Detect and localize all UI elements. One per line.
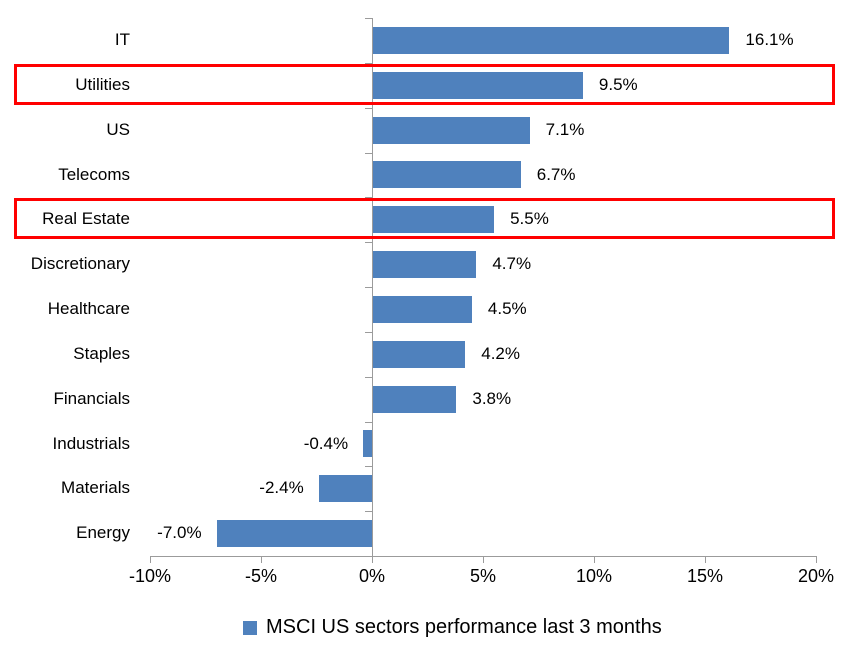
highlight-box <box>14 63 835 105</box>
value-label: 3.8% <box>472 388 512 408</box>
x-axis-tick <box>594 556 595 563</box>
x-tick-label: 15% <box>686 566 724 586</box>
y-axis-tick <box>365 376 372 378</box>
bar <box>318 475 372 503</box>
y-axis-tick <box>365 331 372 333</box>
legend-series-label: MSCI US sectors performance last 3 month… <box>266 616 662 638</box>
category-label: Telecoms <box>58 164 130 184</box>
x-tick-label: 5% <box>469 566 496 586</box>
value-label: 4.2% <box>481 343 520 363</box>
x-tick-label: -10% <box>128 566 172 586</box>
category-label: Utilities <box>75 74 130 94</box>
value-label: 6.7% <box>536 164 576 184</box>
value-label: 9.5% <box>598 74 638 94</box>
legend: MSCI US sectors performance last 3 month… <box>243 616 662 639</box>
category-label: Healthcare <box>47 299 130 318</box>
highlight-box <box>14 198 835 240</box>
value-label: 7.1% <box>545 119 585 139</box>
x-axis-tick <box>705 556 706 563</box>
bar <box>372 340 466 368</box>
value-label: -7.0% <box>157 523 202 543</box>
category-label: Financials <box>53 388 130 408</box>
y-axis-tick <box>365 511 372 513</box>
x-tick-label: -5% <box>244 566 277 586</box>
legend-series-swatch-icon <box>243 620 257 635</box>
bar <box>372 206 495 234</box>
category-label: Real Estate <box>42 209 130 229</box>
value-label: 4.7% <box>492 254 532 274</box>
x-tick-label: 0% <box>358 566 385 586</box>
x-tick-label: 20% <box>797 566 835 586</box>
bar <box>216 520 372 548</box>
value-label: 5.5% <box>510 209 549 229</box>
category-label: Discretionary <box>30 254 130 274</box>
y-axis-tick <box>365 466 372 468</box>
y-axis-tick <box>365 107 372 109</box>
category-label: US <box>106 119 130 139</box>
bar <box>372 251 477 279</box>
bar <box>372 116 530 144</box>
x-axis-tick <box>261 556 262 563</box>
y-axis-tick <box>365 421 372 423</box>
bar <box>372 385 457 413</box>
y-axis-line <box>372 18 373 556</box>
y-axis-tick <box>365 197 372 199</box>
y-axis-tick <box>365 62 372 64</box>
x-axis-tick <box>816 556 817 563</box>
x-axis-tick <box>483 556 484 563</box>
bar <box>372 161 521 189</box>
value-label: 4.5% <box>487 299 527 318</box>
category-label: Industrials <box>52 433 130 453</box>
category-label: Energy <box>76 523 130 543</box>
x-tick-label: 10% <box>575 566 613 586</box>
y-axis-tick <box>365 242 372 244</box>
value-label: 16.1% <box>745 30 794 49</box>
category-label: IT <box>114 30 130 49</box>
bar <box>372 295 472 323</box>
category-label: Materials <box>61 478 130 498</box>
y-axis-tick <box>365 152 372 154</box>
category-label: Staples <box>73 343 130 363</box>
bar <box>363 430 372 458</box>
x-axis-tick <box>372 556 373 563</box>
bar <box>372 26 730 54</box>
x-axis-tick <box>150 556 151 563</box>
y-axis-tick <box>365 18 372 19</box>
value-label: -2.4% <box>259 478 304 498</box>
y-axis-tick <box>365 287 372 288</box>
value-label: -0.4% <box>303 433 349 453</box>
bar <box>372 71 583 99</box>
